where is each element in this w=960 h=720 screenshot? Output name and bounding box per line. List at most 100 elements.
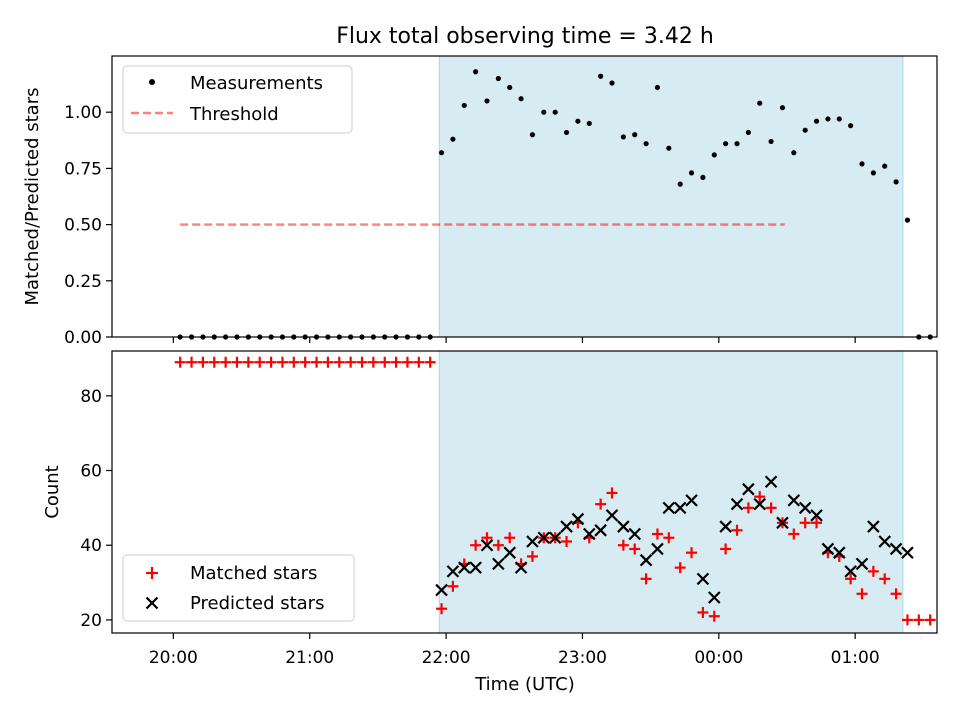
top-y-axis-label: Matched/Predicted stars xyxy=(22,88,43,306)
matched-star-point xyxy=(220,356,232,368)
bottom-y-axis-label: Count xyxy=(42,465,63,518)
matched-star-point xyxy=(174,356,186,368)
measurement-point xyxy=(677,181,683,187)
matched-star-point xyxy=(913,614,925,626)
matched-star-point xyxy=(663,532,675,544)
predicted-star-point xyxy=(753,497,767,511)
y-tick-label: 40 xyxy=(80,536,102,556)
matched-star-point xyxy=(845,573,857,585)
predicted-star-point xyxy=(469,561,482,574)
top-observing-window xyxy=(438,55,904,338)
matched-star-point xyxy=(788,528,800,540)
measurement-point xyxy=(518,96,524,102)
measurement-point xyxy=(904,217,911,223)
predicted-star-point xyxy=(446,565,460,578)
legend-predicted-marker xyxy=(145,596,159,610)
legend-measurements-label: Measurements xyxy=(190,73,323,94)
matched-star-point xyxy=(333,356,345,368)
matched-star-point xyxy=(720,543,732,555)
predicted-star-point xyxy=(435,583,448,597)
matched-star-point xyxy=(186,356,198,368)
matched-star-point xyxy=(879,573,891,585)
matched-star-point xyxy=(208,356,220,368)
legend-threshold-label: Threshold xyxy=(189,104,279,125)
matched-star-point xyxy=(504,532,516,544)
measurement-point xyxy=(825,116,831,122)
predicted-star-point xyxy=(457,561,471,574)
matched-star-point xyxy=(242,356,254,368)
measurement-point xyxy=(688,170,695,176)
predicted-star-point xyxy=(480,538,494,552)
matched-star-point xyxy=(424,356,436,368)
measurement-point xyxy=(757,100,763,106)
measurement-point xyxy=(836,116,842,122)
measurement-point xyxy=(620,134,626,140)
x-tick-label: 23:00 xyxy=(558,648,607,668)
predicted-star-point xyxy=(878,535,892,548)
predicted-star-point xyxy=(673,501,687,515)
bottom-x-ticks: 20:00 21:00 22:00 23:00 00:00 01:00 xyxy=(149,633,880,668)
predicted-star-point xyxy=(617,520,630,533)
matched-star-point xyxy=(356,356,368,368)
measurement-point xyxy=(893,179,899,185)
measurement-point xyxy=(609,80,615,86)
predicted-star-point xyxy=(730,497,744,511)
measurement-point xyxy=(802,127,808,133)
measurement-point xyxy=(586,120,592,127)
measurement-point xyxy=(484,98,490,104)
matched-star-point xyxy=(345,356,357,368)
predicted-star-point xyxy=(537,531,551,545)
matched-star-point xyxy=(436,603,448,615)
top-axes-frame xyxy=(111,55,938,338)
matched-star-point xyxy=(447,580,459,592)
measurement-point xyxy=(632,132,638,138)
predicted-star-points xyxy=(435,475,914,604)
predicted-star-point xyxy=(764,475,778,489)
predicted-star-point xyxy=(787,494,801,507)
y-tick-label: 0.25 xyxy=(64,272,102,292)
matched-star-point xyxy=(595,498,607,510)
measurement-point xyxy=(848,123,854,129)
matched-star-point xyxy=(413,356,425,368)
measurement-point xyxy=(438,150,445,156)
matched-star-point xyxy=(299,356,311,368)
predicted-star-point xyxy=(605,509,619,522)
matched-star-point xyxy=(526,550,538,562)
matched-star-point xyxy=(731,524,743,536)
top-legend: Measurements Threshold xyxy=(122,65,353,134)
measurement-point xyxy=(563,129,570,136)
matched-star-point xyxy=(856,588,868,600)
y-tick-label: 0.50 xyxy=(64,216,102,236)
top-panel: 0.00 0.25 0.50 0.75 1.00 Matched/Predicted s… xyxy=(22,55,938,348)
predicted-star-point xyxy=(776,516,789,530)
matched-star-point xyxy=(640,573,652,585)
measurement-point xyxy=(768,138,774,145)
legend-matched-label: Matched stars xyxy=(190,563,317,584)
predicted-star-point xyxy=(798,501,812,515)
measurement-point xyxy=(529,132,536,138)
predicted-star-point xyxy=(560,520,573,533)
measurement-point xyxy=(813,118,820,124)
matched-star-point xyxy=(651,528,663,540)
predicted-star-point xyxy=(855,557,869,571)
predicted-star-point xyxy=(651,542,664,556)
predicted-star-point xyxy=(526,535,539,548)
matched-star-point xyxy=(265,356,277,368)
predicted-star-point xyxy=(639,553,653,567)
measurement-point xyxy=(473,69,479,75)
measurement-point xyxy=(700,174,706,180)
legend-matched-marker xyxy=(146,567,158,579)
predicted-star-point xyxy=(662,501,676,515)
matched-star-point xyxy=(867,565,879,577)
predicted-star-point xyxy=(810,509,823,522)
legend-measurement-marker xyxy=(149,79,155,85)
predicted-star-point xyxy=(844,565,857,578)
measurement-point xyxy=(450,136,456,142)
matched-star-point xyxy=(617,539,629,551)
predicted-star-point xyxy=(821,542,835,556)
predicted-star-point xyxy=(867,520,880,533)
matched-star-point xyxy=(390,356,402,368)
bottom-y-ticks: 20 40 60 80 xyxy=(80,387,112,631)
matched-star-point xyxy=(890,588,902,600)
